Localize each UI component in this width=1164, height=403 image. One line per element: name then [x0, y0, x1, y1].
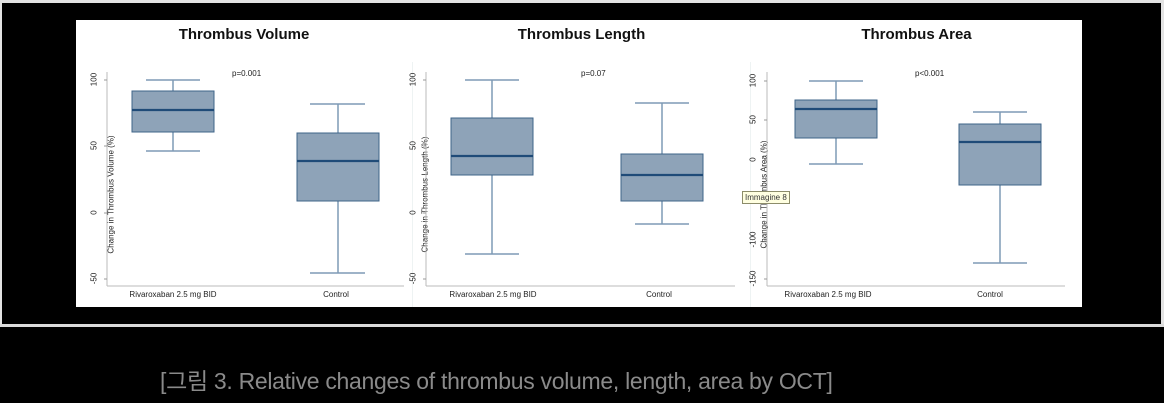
- plot-area: [764, 72, 1065, 287]
- box-rivaroxaban: [131, 79, 215, 152]
- plot-area: [423, 72, 735, 287]
- box-control: [620, 102, 704, 225]
- left-border: [0, 0, 2, 327]
- x-category: Control: [977, 290, 1003, 299]
- plot-area: [104, 72, 404, 287]
- figure-caption: [그림 3. Relative changes of thrombus volu…: [160, 368, 833, 394]
- right-border: [1161, 0, 1164, 327]
- box-control: [296, 103, 380, 274]
- panel-title: Thrombus Length: [517, 26, 646, 43]
- top-border: [0, 0, 1164, 3]
- box-rivaroxaban: [794, 80, 878, 165]
- panel-thrombus-length: Thrombus Length p=0.07 Change in Thrombu…: [409, 20, 750, 307]
- x-category: Control: [646, 290, 672, 299]
- panel-title: Thrombus Area: [861, 26, 972, 43]
- panel-divider: [412, 62, 413, 307]
- panel-thrombus-area: Thrombus Area p<0.001 Change in Thrombus…: [749, 20, 1082, 307]
- box-control: [958, 111, 1042, 264]
- p-value: p=0.001: [232, 69, 262, 78]
- separator-line: [0, 324, 1164, 327]
- p-value: p=0.07: [581, 69, 606, 78]
- panel-title: Thrombus Volume: [178, 26, 310, 43]
- image-tooltip: Immagine 8: [742, 191, 790, 204]
- x-category: Rivaroxaban 2.5 mg BID: [129, 290, 217, 299]
- panel-divider: [750, 62, 751, 307]
- x-category: Rivaroxaban 2.5 mg BID: [449, 290, 537, 299]
- x-category: Control: [323, 290, 349, 299]
- p-value: p<0.001: [915, 69, 945, 78]
- box-rivaroxaban: [450, 79, 534, 255]
- panel-thrombus-volume: Thrombus Volume p=0.001 Change in Thromb…: [76, 20, 412, 307]
- figure: Thrombus Volume p=0.001 Change in Thromb…: [76, 20, 1082, 307]
- x-category: Rivaroxaban 2.5 mg BID: [784, 290, 872, 299]
